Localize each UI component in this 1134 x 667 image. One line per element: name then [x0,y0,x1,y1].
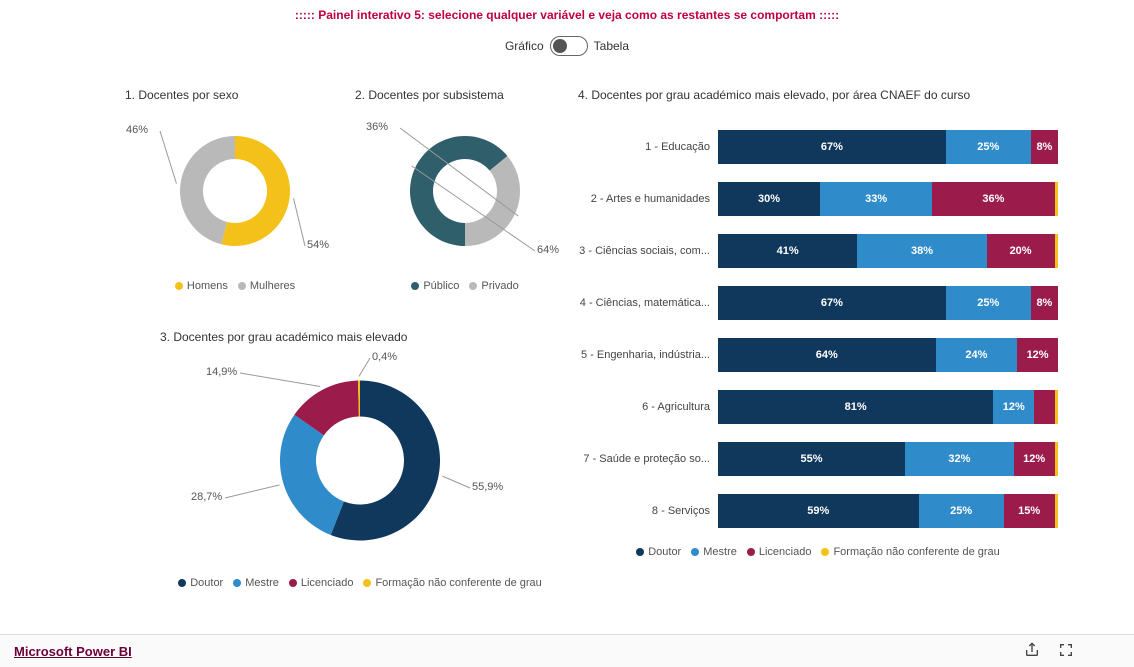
bar-segment[interactable]: 36% [932,182,1054,216]
bar-category-label: 1 - Educação [578,141,718,153]
legend-item[interactable]: Doutor [636,546,681,558]
legend-item[interactable]: Homens [175,280,228,292]
bar-segment[interactable]: 59% [718,494,919,528]
bar-segment[interactable] [1055,182,1058,216]
toggle-label-grafico: Gráfico [505,39,544,53]
bar-segment[interactable]: 67% [718,130,946,164]
donut-value-label: 28,7% [191,491,222,503]
bar-segment[interactable] [1034,390,1054,424]
bar-segment[interactable]: 32% [905,442,1014,476]
bar-segment[interactable]: 24% [936,338,1018,372]
bar-category-label: 3 - Ciências sociais, com... [578,245,718,257]
bar-category-label: 5 - Engenharia, indústria... [578,349,718,361]
panel-docentes-grau[interactable]: 3. Docentes por grau académico mais elev… [160,330,560,620]
bar-segment[interactable] [1055,390,1058,424]
bar-segment[interactable] [1055,494,1058,528]
legend-sexo: Homens Mulheres [125,280,345,293]
legend-item[interactable]: Formação não conferente de grau [821,546,999,558]
bar-segment[interactable] [1055,234,1058,268]
bar-segment[interactable]: 64% [718,338,936,372]
donut-grau[interactable]: 55,9% 28,7% 14,9% 0,4% [160,348,560,573]
legend-item[interactable]: Mestre [691,546,737,558]
bar-row[interactable]: 6 - Agricultura81%12% [578,390,1058,424]
donut-sexo[interactable]: 54% 46% [125,106,345,276]
bar-segment[interactable]: 25% [946,130,1031,164]
bar-segment[interactable]: 67% [718,286,946,320]
bar-segment[interactable]: 20% [987,234,1055,268]
legend-item[interactable]: Licenciado [289,577,354,589]
view-toggle[interactable] [550,36,588,56]
bar-segment[interactable]: 8% [1031,130,1058,164]
donut-value-label: 46% [126,124,148,136]
legend-item[interactable]: Privado [469,280,518,292]
panel-docentes-subsistema[interactable]: 2. Docentes por subsistema 64% 36% Públic… [355,88,575,318]
panel-title: 3. Docentes por grau académico mais elev… [160,330,560,344]
bar-segment[interactable]: 33% [820,182,932,216]
legend-subsistema: Público Privado [355,280,575,293]
bar-segment[interactable]: 38% [857,234,986,268]
bar-segment[interactable]: 55% [718,442,905,476]
panel-header: ::::: Painel interativo 5: selecione qua… [0,0,1134,22]
footer-bar: Microsoft Power BI [0,634,1134,667]
panel-title: 1. Docentes por sexo [125,88,345,102]
legend-item[interactable]: Formação não conferente de grau [363,577,541,589]
powerbi-link[interactable]: Microsoft Power BI [14,644,132,659]
toggle-label-tabela: Tabela [594,39,629,53]
bar-row[interactable]: 1 - Educação67%25%8% [578,130,1058,164]
donut-value-label: 64% [537,244,559,256]
view-toggle-row: Gráfico Tabela [0,36,1134,56]
donut-slice[interactable] [465,156,520,246]
bar-row[interactable]: 5 - Engenharia, indústria...64%24%12% [578,338,1058,372]
bar-category-label: 4 - Ciências, matemática... [578,297,718,309]
report-canvas: ::::: Painel interativo 5: selecione qua… [0,0,1134,634]
bar-segment[interactable]: 41% [718,234,857,268]
bar-row[interactable]: 2 - Artes e humanidades30%33%36% [578,182,1058,216]
panel-docentes-sexo[interactable]: 1. Docentes por sexo 54% 46% Homens Mulher… [125,88,345,318]
donut-value-label: 0,4% [372,351,397,363]
bar-category-label: 8 - Serviços [578,505,718,517]
bar-category-label: 6 - Agricultura [578,401,718,413]
legend-item[interactable]: Público [411,280,459,292]
legend-cnaef: Doutor Mestre Licenciado Formação não confe… [578,546,1058,559]
donut-slice[interactable] [280,415,344,535]
legend-item[interactable]: Mulheres [238,280,295,292]
bar-segment[interactable]: 25% [946,286,1031,320]
legend-item[interactable]: Licenciado [747,546,812,558]
bar-row[interactable]: 8 - Serviços59%25%15% [578,494,1058,528]
share-icon[interactable] [1024,642,1040,661]
legend-item[interactable]: Mestre [233,577,279,589]
bar-segment[interactable]: 12% [1017,338,1058,372]
panel-title: 2. Docentes por subsistema [355,88,575,102]
bar-segment[interactable]: 12% [1014,442,1055,476]
legend-grau: Doutor Mestre Licenciado Formação não confe… [160,577,560,590]
bar-row[interactable]: 3 - Ciências sociais, com...41%38%20% [578,234,1058,268]
bar-segment[interactable]: 81% [718,390,993,424]
donut-value-label: 54% [307,239,329,251]
panel-title: 4. Docentes por grau académico mais elev… [578,88,1058,102]
legend-item[interactable]: Doutor [178,577,223,589]
fullscreen-icon[interactable] [1058,642,1074,661]
bar-segment[interactable]: 12% [993,390,1034,424]
bar-segment[interactable]: 25% [919,494,1004,528]
donut-subsistema[interactable]: 64% 36% [355,106,575,276]
bar-category-label: 7 - Saúde e proteção so... [578,453,718,465]
bar-row[interactable]: 4 - Ciências, matemática...67%25%8% [578,286,1058,320]
bar-segment[interactable]: 8% [1031,286,1058,320]
bar-segment[interactable]: 30% [718,182,820,216]
bar-category-label: 2 - Artes e humanidades [578,193,718,205]
donut-value-label: 14,9% [206,366,237,378]
donut-value-label: 36% [366,121,388,133]
donut-value-label: 55,9% [472,481,503,493]
bar-segment[interactable]: 15% [1004,494,1055,528]
stacked-bars[interactable]: 1 - Educação67%25%8%2 - Artes e humanida… [578,130,1058,528]
panel-docentes-cnaef[interactable]: 4. Docentes por grau académico mais elev… [578,88,1058,603]
bar-row[interactable]: 7 - Saúde e proteção so...55%32%12% [578,442,1058,476]
bar-segment[interactable] [1055,442,1058,476]
